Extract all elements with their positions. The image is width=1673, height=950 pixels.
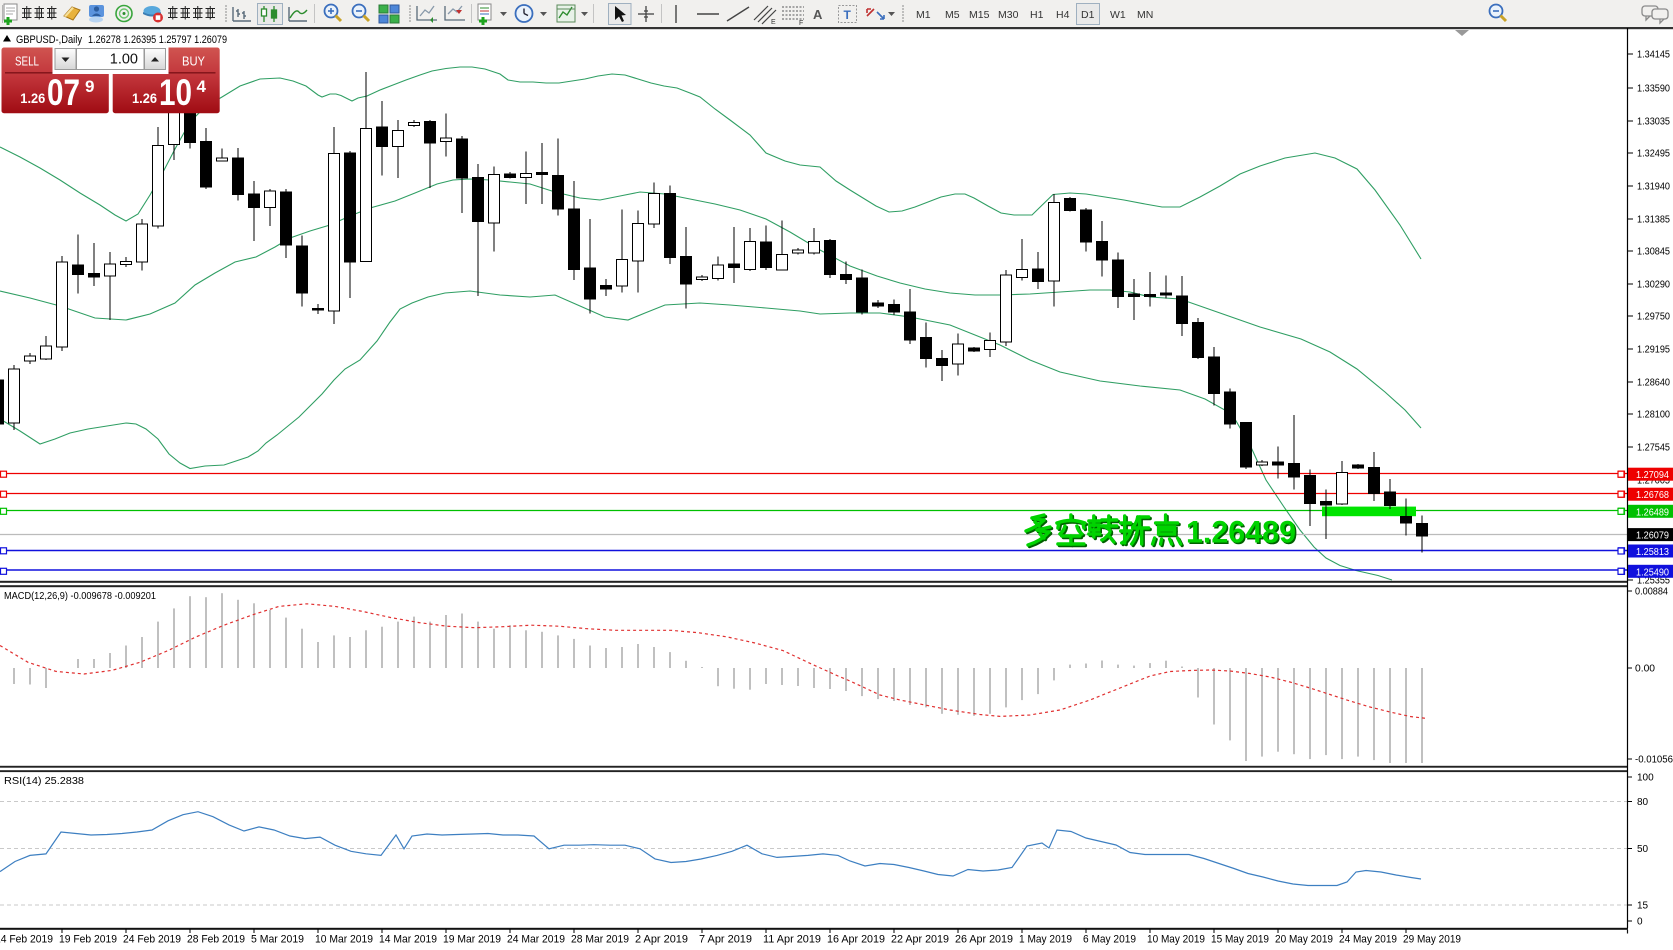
svg-text:1.25490: 1.25490: [1636, 567, 1669, 578]
svg-text:1.27545: 1.27545: [1637, 443, 1670, 454]
svg-text:1.32495: 1.32495: [1637, 149, 1670, 160]
svg-text:19 Feb 2019: 19 Feb 2019: [59, 934, 117, 946]
svg-text:50: 50: [1637, 844, 1649, 855]
svg-text:1.31940: 1.31940: [1637, 182, 1670, 193]
svg-text:1.33590: 1.33590: [1637, 84, 1670, 95]
svg-text:28 Feb 2019: 28 Feb 2019: [187, 934, 245, 946]
svg-text:15: 15: [1637, 901, 1649, 912]
svg-text:1.26278 1.26395 1.25797 1.2607: 1.26278 1.26395 1.25797 1.26079: [88, 34, 227, 46]
svg-text:29 May 2019: 29 May 2019: [1403, 934, 1461, 946]
svg-text:0.00: 0.00: [1635, 664, 1655, 675]
svg-text:1.29195: 1.29195: [1637, 345, 1670, 356]
svg-text:7 Apr 2019: 7 Apr 2019: [699, 934, 752, 946]
svg-text:22 Apr 2019: 22 Apr 2019: [891, 934, 949, 946]
svg-text:BUY: BUY: [182, 54, 205, 69]
svg-text:1.25355: 1.25355: [1637, 576, 1670, 587]
svg-text:1.26489: 1.26489: [1186, 514, 1296, 550]
svg-text:M15: M15: [969, 9, 990, 21]
svg-text:1.29750: 1.29750: [1637, 312, 1670, 323]
svg-text:11 Apr 2019: 11 Apr 2019: [763, 934, 821, 946]
svg-text:1.26: 1.26: [132, 90, 157, 106]
svg-text:H1: H1: [1030, 9, 1044, 21]
svg-text:MACD(12,26,9) -0.009678 -0.009: MACD(12,26,9) -0.009678 -0.009201: [4, 591, 156, 602]
svg-text:10: 10: [159, 72, 192, 113]
svg-text:1.26489: 1.26489: [1188, 515, 1298, 551]
svg-text:15 May 2019: 15 May 2019: [1211, 934, 1269, 946]
svg-text:0: 0: [1637, 917, 1643, 928]
svg-text:RSI(14) 25.2838: RSI(14) 25.2838: [4, 776, 84, 787]
svg-text:1.26489: 1.26489: [1636, 507, 1669, 518]
svg-text:0.00884: 0.00884: [1635, 587, 1668, 598]
svg-text:1.28640: 1.28640: [1637, 378, 1670, 389]
svg-text:T: T: [844, 8, 852, 22]
svg-text:1.28100: 1.28100: [1637, 410, 1670, 421]
svg-text:24 May 2019: 24 May 2019: [1339, 934, 1397, 946]
svg-text:M5: M5: [945, 9, 960, 21]
svg-text:2 Apr 2019: 2 Apr 2019: [635, 934, 688, 946]
svg-text:M1: M1: [916, 9, 931, 21]
svg-text:-0.01056: -0.01056: [1635, 755, 1673, 766]
svg-text:1.27005: 1.27005: [1637, 476, 1670, 487]
svg-text:W1: W1: [1110, 9, 1126, 21]
svg-text:M30: M30: [998, 9, 1019, 21]
svg-text:07: 07: [47, 72, 80, 113]
svg-text:A: A: [813, 7, 823, 22]
svg-text:1.26768: 1.26768: [1636, 490, 1669, 501]
svg-text:19 Mar 2019: 19 Mar 2019: [443, 934, 501, 946]
svg-text:H4: H4: [1056, 9, 1070, 21]
svg-text:GBPUSD-,Daily: GBPUSD-,Daily: [16, 34, 82, 46]
svg-text:1.30845: 1.30845: [1637, 247, 1670, 258]
svg-text:6 May 2019: 6 May 2019: [1083, 934, 1136, 946]
svg-text:1.31385: 1.31385: [1637, 215, 1670, 226]
svg-text:F: F: [799, 20, 803, 27]
svg-text:1.30290: 1.30290: [1637, 280, 1670, 291]
svg-text:1.33035: 1.33035: [1637, 117, 1670, 128]
svg-text:MN: MN: [1137, 9, 1153, 21]
svg-text:10 Mar 2019: 10 Mar 2019: [315, 934, 373, 946]
svg-text:24 Feb 2019: 24 Feb 2019: [123, 934, 181, 946]
svg-text:26 Apr 2019: 26 Apr 2019: [955, 934, 1013, 946]
svg-text:10 May 2019: 10 May 2019: [1147, 934, 1205, 946]
svg-text:D1: D1: [1081, 9, 1095, 21]
svg-text:4: 4: [197, 77, 207, 96]
svg-text:9: 9: [85, 77, 94, 96]
svg-text:1.27094: 1.27094: [1636, 470, 1669, 481]
svg-text:24 Mar 2019: 24 Mar 2019: [507, 934, 565, 946]
svg-text:28 Mar 2019: 28 Mar 2019: [571, 934, 629, 946]
svg-text:80: 80: [1637, 797, 1649, 808]
svg-text:14 Feb 2019: 14 Feb 2019: [0, 934, 53, 946]
svg-text:1 May 2019: 1 May 2019: [1019, 934, 1072, 946]
svg-text:20 May 2019: 20 May 2019: [1275, 934, 1333, 946]
svg-text:5 Mar 2019: 5 Mar 2019: [251, 934, 304, 946]
svg-text:14 Mar 2019: 14 Mar 2019: [379, 934, 437, 946]
svg-text:1.26: 1.26: [20, 90, 45, 106]
svg-text:1.34145: 1.34145: [1637, 50, 1670, 61]
svg-text:SELL: SELL: [15, 54, 39, 69]
svg-text:100: 100: [1637, 773, 1654, 784]
svg-text:1.26079: 1.26079: [1636, 531, 1669, 542]
svg-text:E: E: [771, 19, 776, 26]
svg-text:1.25813: 1.25813: [1636, 547, 1669, 558]
svg-text:1.00: 1.00: [110, 52, 138, 68]
svg-text:16 Apr 2019: 16 Apr 2019: [827, 934, 885, 946]
